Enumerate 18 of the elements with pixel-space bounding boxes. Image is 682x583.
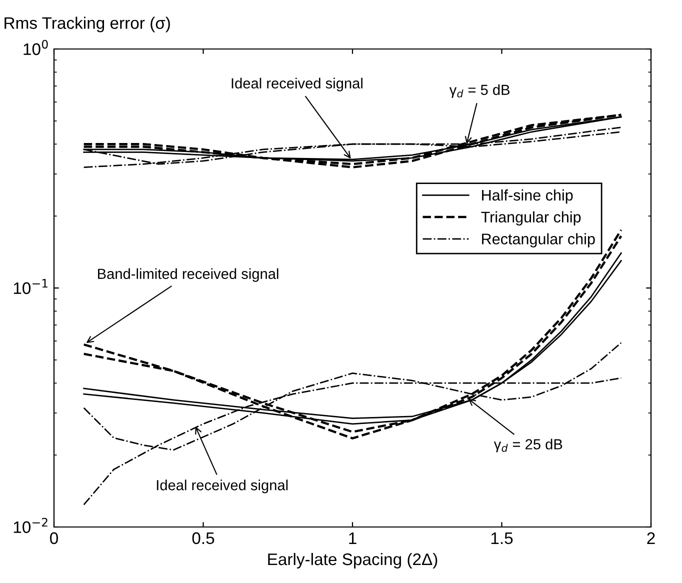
x-axis-title: Early-late Spacing (2Δ) bbox=[268, 552, 438, 568]
x-tick-label: 0 bbox=[50, 532, 58, 544]
x-tick-label: 2 bbox=[647, 532, 655, 544]
y-tick-label: 10$^{−1}$ bbox=[14, 279, 48, 294]
x-tick-label: 1 bbox=[349, 532, 356, 544]
y-axis-title: Rms Tracking error (σ) bbox=[4, 16, 170, 32]
annotation: γ$_{d}$ = 5 dB bbox=[449, 84, 510, 98]
annotation: Ideal received signal bbox=[232, 78, 362, 92]
legend-label: Half-sine chip bbox=[482, 189, 573, 204]
y-tick-label: 10$^{0}$ bbox=[24, 40, 48, 56]
x-tick-label: 0.5 bbox=[192, 532, 214, 544]
annotation: Band-limited received signal bbox=[98, 268, 278, 282]
legend-label: Rectangular chip bbox=[482, 233, 595, 248]
x-tick-label: 1.5 bbox=[491, 532, 513, 544]
y-tick-label: 10$^{−2}$ bbox=[14, 518, 48, 534]
annotation: γ$_{d}$ = 25 dB bbox=[494, 438, 562, 452]
annotation: Ideal received signal bbox=[156, 480, 288, 494]
legend-label: Triangular chip bbox=[481, 211, 581, 226]
